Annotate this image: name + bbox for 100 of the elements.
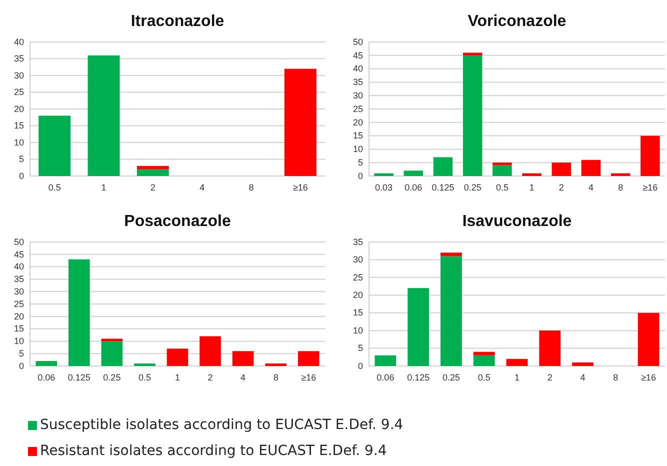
bar bbox=[404, 170, 424, 176]
bar bbox=[408, 288, 430, 366]
x-tick-label: ≥16 bbox=[292, 182, 308, 192]
y-tick-label: 35 bbox=[14, 54, 24, 64]
y-tick-label: 45 bbox=[14, 249, 24, 260]
bar bbox=[101, 338, 123, 342]
y-tick-label: 0 bbox=[18, 170, 24, 181]
x-tick-label: 0.5 bbox=[138, 372, 151, 382]
bar bbox=[298, 351, 320, 366]
y-tick-label: 30 bbox=[14, 70, 24, 80]
bar bbox=[36, 361, 58, 366]
bar bbox=[581, 160, 601, 176]
y-tick-label: 15 bbox=[14, 120, 24, 131]
x-tick-label: 2 bbox=[558, 182, 564, 192]
bar bbox=[374, 173, 394, 176]
y-tick-label: 25 bbox=[352, 104, 363, 114]
y-tick-label: 5 bbox=[358, 343, 363, 354]
y-tick-label: 15 bbox=[14, 324, 24, 334]
bar bbox=[200, 336, 221, 366]
y-tick-label: 30 bbox=[14, 286, 24, 296]
bar bbox=[88, 55, 120, 176]
y-tick-label: 20 bbox=[352, 290, 363, 300]
bar bbox=[462, 55, 482, 176]
y-tick-label: 5 bbox=[18, 348, 24, 358]
x-tick-label: 1 bbox=[174, 372, 180, 382]
bar bbox=[506, 358, 528, 366]
chart-title: Posaconazole bbox=[124, 213, 231, 230]
x-tick-label: 0.25 bbox=[103, 372, 121, 382]
y-tick-label: 50 bbox=[352, 36, 363, 47]
y-tick-label: 10 bbox=[352, 144, 363, 154]
x-tick-label: 8 bbox=[613, 372, 618, 382]
bar bbox=[433, 157, 453, 176]
bar bbox=[539, 330, 561, 366]
bar bbox=[610, 173, 630, 176]
x-tick-label: 4 bbox=[240, 372, 246, 382]
y-tick-label: 35 bbox=[352, 236, 363, 247]
y-tick-label: 10 bbox=[352, 325, 363, 336]
y-tick-label: 40 bbox=[14, 36, 24, 47]
y-tick-label: 0 bbox=[358, 360, 363, 371]
bar bbox=[101, 341, 123, 366]
bar bbox=[440, 252, 462, 256]
x-tick-label: 0.5 bbox=[48, 182, 61, 192]
x-tick-label: 4 bbox=[588, 182, 594, 192]
x-tick-label: 8 bbox=[273, 372, 278, 382]
bar bbox=[473, 355, 495, 366]
y-tick-label: 20 bbox=[14, 104, 24, 114]
bar bbox=[473, 352, 495, 356]
bar bbox=[522, 173, 542, 176]
y-tick-label: 30 bbox=[352, 254, 363, 265]
x-tick-label: 8 bbox=[248, 182, 254, 192]
y-tick-label: 25 bbox=[352, 272, 363, 282]
x-tick-label: 4 bbox=[580, 372, 586, 382]
x-tick-label: 0.5 bbox=[478, 372, 490, 382]
y-tick-label: 15 bbox=[352, 308, 363, 318]
x-tick-label: 8 bbox=[618, 182, 624, 192]
bar bbox=[492, 165, 512, 176]
x-tick-label: 0.06 bbox=[404, 182, 422, 192]
bar bbox=[640, 136, 660, 176]
bar bbox=[136, 169, 169, 176]
chart-title: Itraconazole bbox=[130, 13, 224, 30]
bar bbox=[572, 362, 594, 366]
y-tick-label: 5 bbox=[18, 154, 24, 164]
y-tick-label: 10 bbox=[14, 137, 24, 148]
y-tick-label: 10 bbox=[14, 336, 24, 346]
y-tick-label: 35 bbox=[352, 77, 363, 88]
x-tick-label: 0.25 bbox=[442, 372, 460, 382]
x-tick-label: 1 bbox=[101, 182, 106, 192]
bar bbox=[462, 52, 482, 56]
x-tick-label: 1 bbox=[529, 182, 534, 192]
y-tick-label: 25 bbox=[14, 87, 24, 98]
y-tick-label: 45 bbox=[352, 50, 363, 60]
x-tick-label: 0.125 bbox=[432, 182, 454, 192]
bar bbox=[552, 162, 572, 176]
chart-title: Isavuconazole bbox=[462, 213, 572, 230]
bar bbox=[440, 256, 462, 366]
y-tick-label: 35 bbox=[14, 274, 24, 284]
x-tick-label: 0.125 bbox=[68, 372, 90, 382]
bar bbox=[38, 116, 71, 176]
x-tick-label: 0.5 bbox=[496, 182, 508, 192]
legend-label: Susceptible isolates according to EUCAST E.Def. 9.4 bbox=[40, 417, 404, 433]
chart-title: Voriconazole bbox=[468, 13, 566, 30]
legend-label: Resistant isolates according to EUCAST E.Def. 9.4 bbox=[40, 443, 387, 459]
x-tick-label: 1 bbox=[514, 372, 520, 382]
y-tick-label: 0 bbox=[18, 360, 24, 371]
x-tick-label: 0.25 bbox=[464, 182, 482, 192]
y-tick-label: 40 bbox=[14, 262, 24, 272]
y-tick-label: 20 bbox=[352, 117, 363, 128]
bar bbox=[284, 68, 316, 176]
bar bbox=[492, 162, 512, 166]
y-tick-label: 25 bbox=[14, 298, 24, 309]
x-tick-label: 0.03 bbox=[375, 182, 393, 192]
y-tick-label: 15 bbox=[352, 130, 363, 141]
y-tick-label: 50 bbox=[14, 236, 24, 247]
bar bbox=[136, 166, 169, 170]
x-tick-label: 0.06 bbox=[376, 372, 394, 382]
y-tick-label: 5 bbox=[358, 157, 363, 168]
bar bbox=[68, 259, 90, 366]
x-tick-label: 4 bbox=[200, 182, 205, 192]
bar bbox=[232, 351, 254, 366]
x-tick-label: 2 bbox=[150, 182, 156, 192]
